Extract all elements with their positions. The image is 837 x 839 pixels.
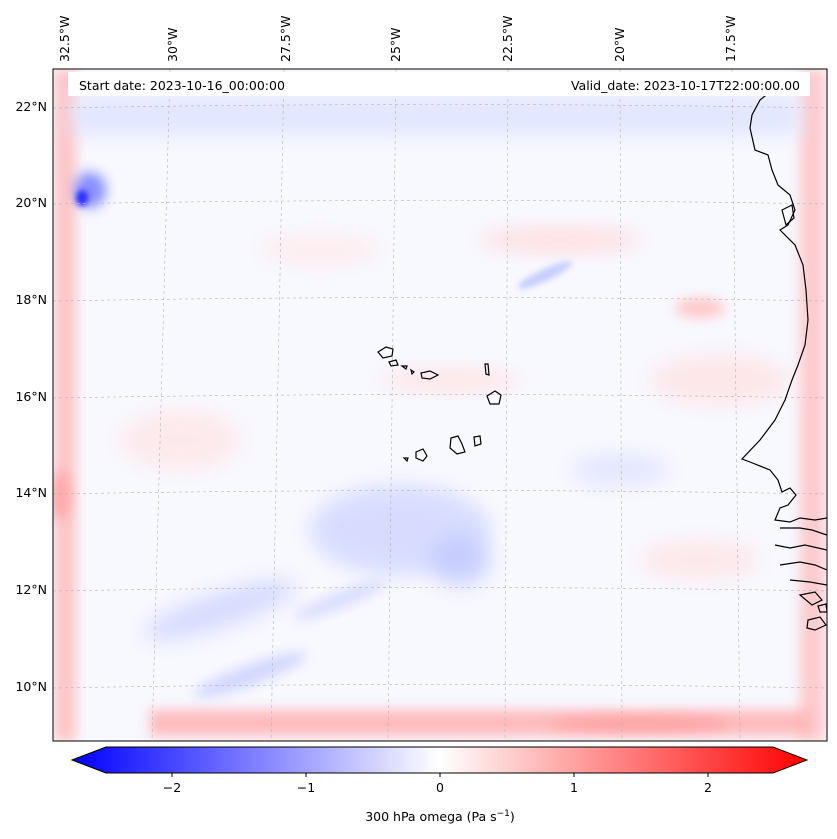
colorbar-title-end: ) [510,809,515,824]
latitude-labels: 22°N 20°N 18°N 16°N 14°N 12°N 10°N [15,99,47,694]
africa-coastline [740,91,827,631]
cb-tick-label: −2 [163,780,181,795]
lon-label: 30°W [165,27,180,62]
colorbar-title-main: 300 hPa omega (Pa s [365,809,496,824]
lat-label: 14°N [15,485,47,500]
omega-field: Start date: 2023-10-16_00:00:00 Valid_da… [53,69,827,741]
map-frame [52,68,828,742]
cb-tick-label: 0 [436,780,444,795]
lon-label: 17.5°W [723,16,738,62]
lat-label: 18°N [15,292,47,307]
graticule [53,69,827,741]
lat-label: 22°N [15,99,47,114]
cb-tick-label: −1 [297,780,315,795]
colorbar-strip [70,746,809,774]
lon-label: 32.5°W [57,16,72,62]
cb-tick-label: 1 [570,780,578,795]
lon-label: 27.5°W [278,16,293,62]
valid-date-label: Valid_date: 2023-10-17T22:00:00.00 [571,78,800,93]
lat-label: 12°N [15,582,47,597]
cape-verde-islands [377,346,502,463]
cb-tick-label: 2 [704,780,712,795]
colorbar-title-sup: −1 [497,809,510,819]
lon-label: 25°W [388,27,403,62]
colorbar-title: 300 hPa omega (Pa s−1) [365,809,515,824]
lon-label: 20°W [612,27,627,62]
start-date-label: Start date: 2023-10-16_00:00:00 [79,78,285,93]
lat-label: 16°N [15,389,47,404]
info-box [68,72,810,96]
lon-label: 22.5°W [500,16,515,62]
colorbar: −2 −1 0 1 2 300 hPa omega (Pa s−1) [70,746,809,824]
lat-label: 10°N [15,679,47,694]
longitude-labels: 32.5°W 30°W 27.5°W 25°W 22.5°W 20°W 17.5… [57,16,738,62]
lat-label: 20°N [15,195,47,210]
